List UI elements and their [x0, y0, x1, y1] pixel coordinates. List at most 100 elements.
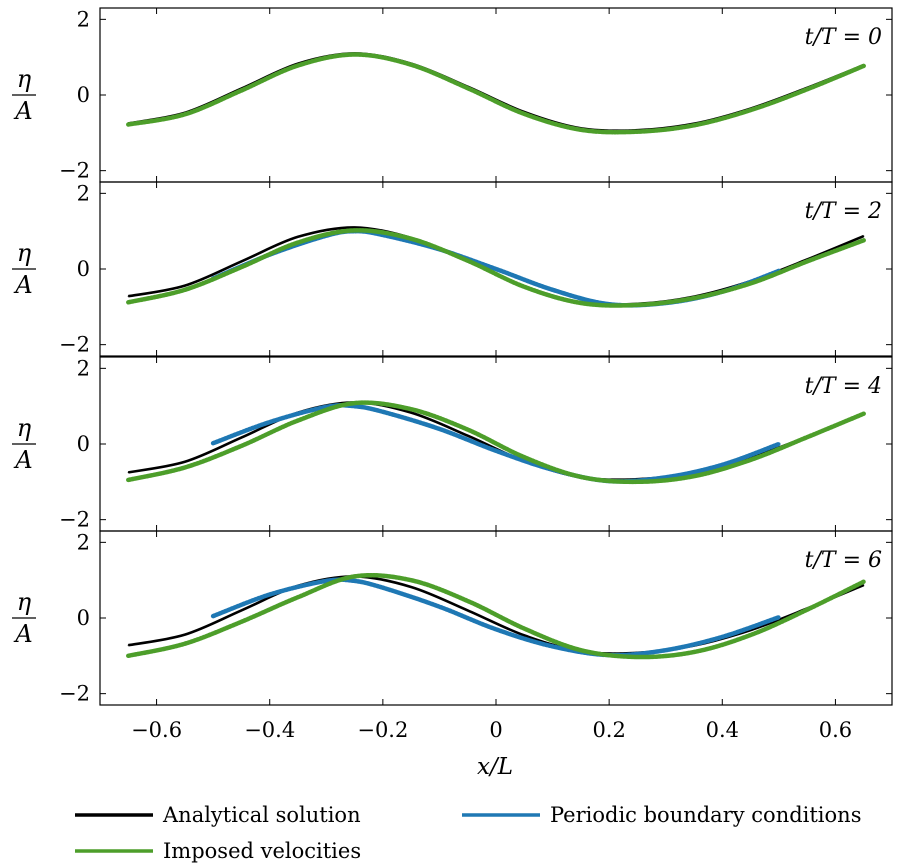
data-point-imposed-velocities — [353, 574, 357, 579]
data-point-imposed-velocities — [353, 401, 357, 405]
data-point-imposed-velocities — [805, 87, 809, 91]
y-tick-label: 2 — [77, 356, 90, 380]
data-point-imposed-velocities — [239, 444, 243, 448]
data-point-analytical-solution — [127, 471, 129, 473]
data-point-imposed-velocities — [296, 240, 300, 245]
y-axis-label-denominator: A — [13, 97, 32, 125]
data-point-imposed-velocities — [862, 580, 866, 584]
data-point-analytical-solution — [240, 437, 242, 439]
y-tick-label: 0 — [77, 606, 90, 630]
x-tick-label: −0.2 — [357, 718, 408, 742]
x-axis: −0.6 −0.4 −0.2 0 0.2 0.4 0.6 — [131, 718, 852, 742]
data-point-periodic-boundary-conditions — [720, 635, 724, 639]
data-point-imposed-velocities — [635, 303, 640, 307]
x-tick-label: 0 — [489, 718, 502, 742]
data-point-imposed-velocities — [409, 578, 413, 582]
data-point-imposed-velocities — [183, 112, 187, 116]
data-point-analytical-solution — [523, 634, 525, 637]
data-point-periodic-boundary-conditions — [551, 644, 555, 649]
data-point-imposed-velocities — [862, 412, 866, 416]
data-point-imposed-velocities — [296, 418, 300, 423]
panel-frame — [99, 7, 893, 183]
data-point-periodic-boundary-conditions — [494, 449, 498, 453]
data-point-periodic-boundary-conditions — [777, 615, 781, 619]
series-line-imposed-velocities — [126, 52, 866, 135]
data-point-periodic-boundary-conditions — [551, 288, 555, 292]
series-line-periodic-boundary-conditions — [212, 578, 780, 657]
series-line-imposed-velocities — [126, 572, 866, 660]
data-point-imposed-velocities — [749, 458, 753, 462]
data-point-analytical-solution — [127, 644, 129, 646]
x-axis-label: x/L — [477, 754, 513, 780]
data-point-periodic-boundary-conditions — [720, 463, 724, 467]
y-tick-label: −2 — [59, 508, 90, 532]
data-point-imposed-velocities — [579, 648, 583, 652]
data-point-imposed-velocities — [126, 478, 130, 482]
data-point-imposed-velocities — [126, 122, 130, 127]
data-point-periodic-boundary-conditions — [211, 614, 215, 618]
y-tick-label: 0 — [77, 432, 90, 456]
data-point-imposed-velocities — [862, 238, 866, 242]
data-point-periodic-boundary-conditions — [494, 627, 498, 631]
data-point-imposed-velocities — [522, 627, 526, 631]
panel-annotation: t/T = 4 — [805, 374, 882, 399]
data-point-analytical-solution — [354, 226, 356, 228]
y-tick-label: −2 — [59, 159, 90, 183]
data-point-imposed-velocities — [522, 285, 526, 289]
data-point-imposed-velocities — [579, 301, 583, 305]
x-tick-label: −0.4 — [244, 718, 295, 742]
series-group — [126, 226, 866, 308]
data-point-imposed-velocities — [692, 650, 696, 654]
y-tick-label: −2 — [59, 333, 90, 357]
data-point-analytical-solution — [297, 236, 299, 238]
data-point-analytical-solution — [240, 609, 242, 612]
series-group — [126, 572, 866, 660]
data-point-imposed-velocities — [579, 128, 583, 132]
y-axis-label-numerator: η — [17, 588, 32, 616]
data-point-imposed-velocities — [862, 64, 866, 68]
y-tick-label: −2 — [59, 682, 90, 706]
data-point-periodic-boundary-conditions — [353, 579, 357, 583]
panel-2: −2 0 2 ηAt/T = 4 — [12, 356, 893, 532]
data-point-imposed-velocities — [692, 123, 696, 127]
legend: Analytical solution Periodic boundary con… — [75, 803, 861, 863]
series-group — [126, 52, 866, 135]
data-point-periodic-boundary-conditions — [664, 648, 668, 652]
y-axis-label-denominator: A — [13, 271, 32, 299]
data-point-analytical-solution — [410, 412, 412, 414]
data-point-imposed-velocities — [239, 88, 243, 93]
y-axis-label-numerator: η — [17, 65, 32, 93]
data-point-imposed-velocities — [466, 259, 470, 263]
data-point-imposed-velocities — [805, 259, 809, 263]
data-point-analytical-solution — [467, 435, 469, 437]
series-line-imposed-velocities — [128, 574, 865, 659]
legend-label-periodic-boundary-conditions: Periodic boundary conditions — [550, 803, 861, 827]
series-line-imposed-velocities — [128, 53, 865, 134]
panel-3: −2 0 2 ηAt/T = 6 — [12, 530, 893, 706]
data-point-imposed-velocities — [183, 642, 187, 646]
data-point-imposed-velocities — [239, 620, 243, 624]
data-point-imposed-velocities — [409, 63, 413, 67]
panel-1: −2 0 2 ηAt/T = 2 — [12, 181, 893, 357]
legend-label-imposed-velocities: Imposed velocities — [163, 839, 361, 863]
data-point-analytical-solution — [863, 235, 865, 237]
data-point-imposed-velocities — [296, 63, 300, 68]
data-point-imposed-velocities — [183, 288, 187, 292]
panel-0: −2 0 2 ηAt/T = 0 — [12, 7, 893, 183]
data-point-imposed-velocities — [126, 654, 130, 658]
data-point-imposed-velocities — [635, 655, 640, 659]
data-point-periodic-boundary-conditions — [381, 410, 385, 414]
y-tick-label: 0 — [77, 257, 90, 281]
data-point-analytical-solution — [240, 260, 242, 262]
data-point-periodic-boundary-conditions — [211, 441, 215, 445]
y-axis-label-denominator: A — [13, 620, 32, 648]
data-point-analytical-solution — [184, 461, 186, 463]
data-point-imposed-velocities — [635, 130, 640, 134]
data-point-periodic-boundary-conditions — [381, 586, 385, 590]
x-tick-label: 0.4 — [706, 718, 739, 742]
data-point-imposed-velocities — [409, 407, 413, 411]
data-point-imposed-velocities — [296, 595, 300, 599]
data-point-periodic-boundary-conditions — [777, 442, 781, 446]
data-point-periodic-boundary-conditions — [437, 605, 441, 609]
